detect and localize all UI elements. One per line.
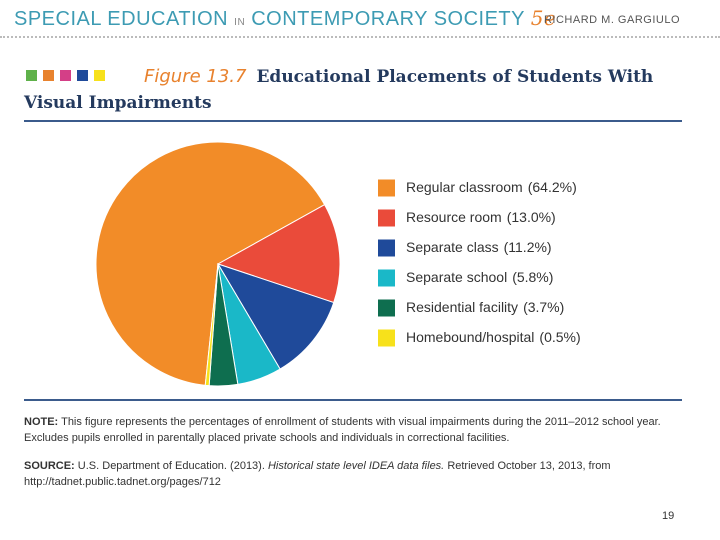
- divider: [0, 36, 720, 38]
- source: SOURCE: U.S. Department of Education. (2…: [24, 458, 684, 490]
- legend-value: (11.2%): [504, 239, 552, 255]
- legend-value: (64.2%): [528, 179, 577, 195]
- legend-entry: Homebound/hospital (0.5%): [406, 329, 581, 345]
- note-label: NOTE:: [24, 416, 59, 428]
- legend-swatch: [378, 329, 395, 347]
- chart-title: Educational Placements of Students With …: [24, 67, 654, 113]
- note: NOTE: This figure represents the percent…: [24, 414, 684, 446]
- legend-label: Separate class: [406, 239, 499, 255]
- decor: [26, 68, 105, 86]
- header: SPECIAL EDUCATION IN CONTEMPORARY SOCIET…: [14, 6, 556, 31]
- legend-entry: Resource room (13.0%): [406, 209, 556, 225]
- source-label: SOURCE:: [24, 460, 75, 472]
- pie-slice: [216, 263, 335, 370]
- pie-slice: [204, 263, 219, 387]
- header-in: IN: [234, 17, 246, 28]
- legend-entry: Separate class (11.2%): [406, 239, 552, 255]
- legend-swatch: [378, 239, 395, 257]
- legend-swatch: [378, 209, 395, 227]
- legend-swatch: [378, 299, 395, 317]
- legend-label: Resource room: [406, 209, 502, 225]
- legend-value: (13.0%): [507, 209, 556, 225]
- rule: [24, 120, 682, 122]
- legend-label: Homebound/hospital: [406, 329, 534, 345]
- legend-entry: Residential facility (3.7%): [406, 299, 564, 315]
- pie-slice: [95, 141, 326, 386]
- legend-value: (0.5%): [539, 329, 580, 345]
- page-number: 19: [662, 510, 675, 522]
- edition: 5e: [530, 6, 557, 30]
- source-text: U.S. Department of Education. (2013).: [77, 460, 265, 472]
- legend-label: Residential facility: [406, 299, 518, 315]
- legend-entry: Separate school (5.8%): [406, 269, 553, 285]
- source-rest: Retrieved October 13, 2013, from http://…: [24, 460, 611, 488]
- header-title: SPECIAL EDUCATION: [14, 8, 229, 30]
- legend-swatch: [378, 269, 395, 287]
- legend-swatch: [378, 179, 395, 197]
- legend-value: (5.8%): [512, 269, 553, 285]
- legend-value: (3.7%): [523, 299, 564, 315]
- pie-slice: [216, 203, 341, 304]
- legend-label: Separate school: [406, 269, 507, 285]
- figure-label: Figure 13.7: [144, 66, 247, 87]
- author: RICHARD M. GARGIULO: [543, 14, 680, 26]
- note-text: This figure represents the percentages o…: [24, 416, 661, 444]
- rule: [24, 399, 682, 401]
- legend-entry: Regular classroom (64.2%): [406, 179, 577, 195]
- figure-title: Figure 13.7 Educational Placements of Stu…: [24, 64, 684, 116]
- header-title: CONTEMPORARY SOCIETY: [251, 8, 525, 30]
- legend-label: Regular classroom: [406, 179, 523, 195]
- source-italic: Historical state level IDEA data files.: [267, 460, 445, 472]
